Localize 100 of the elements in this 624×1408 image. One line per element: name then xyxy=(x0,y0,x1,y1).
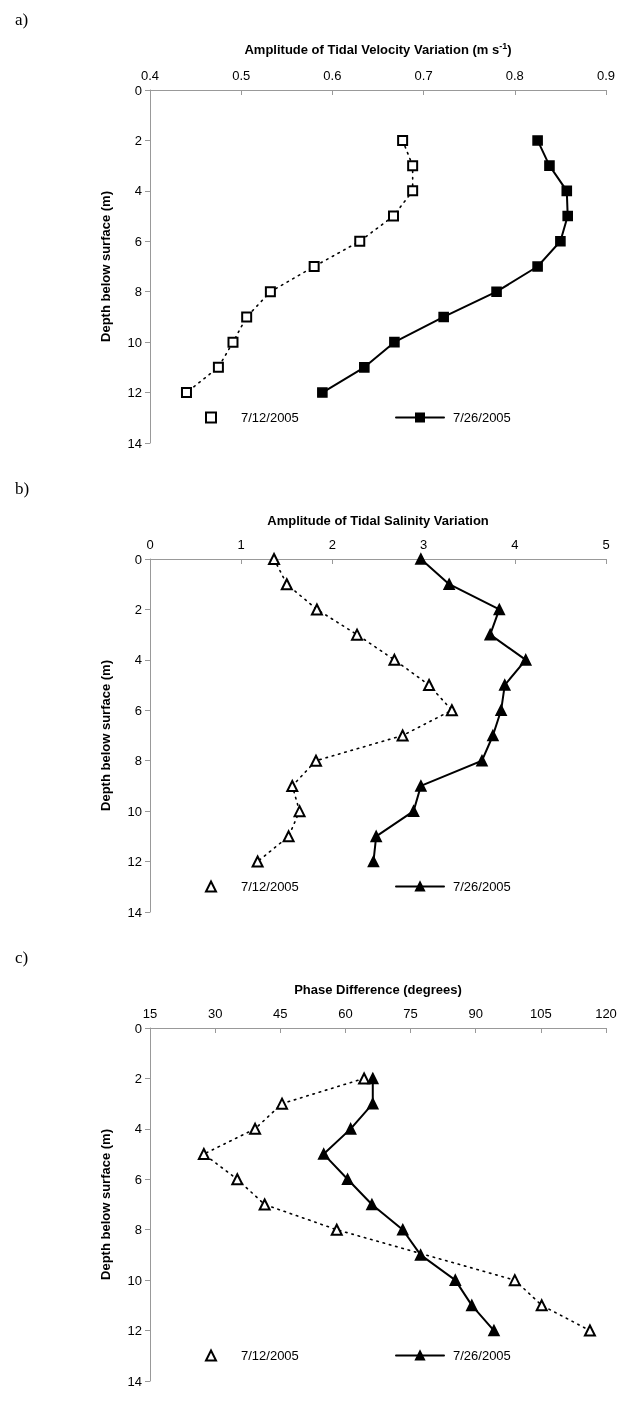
point xyxy=(414,1249,427,1261)
y-tick-label: 0 xyxy=(134,82,142,98)
point xyxy=(308,261,320,272)
point xyxy=(407,805,420,817)
x-tick-label: 0.6 xyxy=(323,68,342,83)
point xyxy=(544,160,555,171)
point xyxy=(359,362,370,373)
legend-label: 7/12/2005 xyxy=(241,879,299,894)
point xyxy=(344,1123,357,1135)
x-tick-label: 5 xyxy=(602,537,610,552)
point xyxy=(535,1299,548,1312)
x-axis-title: Amplitude of Tidal Salinity Variation xyxy=(267,513,489,528)
y-tick-label: 6 xyxy=(134,1171,142,1187)
chart-title: b) xyxy=(15,479,30,498)
point xyxy=(476,754,488,767)
x-axis-title: Phase Difference (degrees) xyxy=(294,982,462,997)
point xyxy=(354,235,366,247)
point xyxy=(212,361,224,373)
point xyxy=(488,1324,500,1337)
point xyxy=(358,1072,371,1085)
y-tick-label: 4 xyxy=(134,652,142,668)
point xyxy=(498,679,511,691)
point xyxy=(366,1072,379,1085)
x-tick-label: 0.7 xyxy=(414,68,433,83)
point xyxy=(258,1198,271,1211)
point xyxy=(241,311,253,323)
point xyxy=(491,286,502,298)
point xyxy=(484,628,496,641)
x-tick-label: 75 xyxy=(403,1006,418,1021)
point xyxy=(487,729,499,742)
x-tick-label: 0.8 xyxy=(505,68,524,83)
legend-label: 7/26/2005 xyxy=(453,410,511,425)
y-tick-label: 12 xyxy=(127,385,142,401)
point xyxy=(493,603,506,616)
point xyxy=(415,780,427,792)
point xyxy=(415,553,427,565)
y-tick-label: 14 xyxy=(127,1373,142,1389)
point xyxy=(351,628,364,641)
point xyxy=(231,1173,244,1186)
point xyxy=(466,1299,478,1312)
y-axis-title: Depth below surface (m) xyxy=(98,1129,113,1280)
point xyxy=(532,261,543,272)
x-tick-label: 4 xyxy=(511,537,519,552)
legend-label: 7/26/2005 xyxy=(453,879,511,894)
chart-title: c) xyxy=(15,948,29,967)
y-tick-label: 12 xyxy=(127,1323,142,1339)
point xyxy=(366,1198,378,1211)
point xyxy=(366,1097,379,1110)
y-tick-label: 0 xyxy=(134,551,142,567)
point xyxy=(286,779,299,792)
point xyxy=(396,729,409,742)
x-tick-label: 0.9 xyxy=(596,68,616,83)
point xyxy=(310,603,323,616)
point xyxy=(317,387,328,398)
y-tick-label: 14 xyxy=(127,435,142,451)
x-tick-label: 30 xyxy=(207,1006,223,1021)
x-tick-label: 90 xyxy=(468,1006,483,1021)
y-axis-title: Depth below surface (m) xyxy=(98,660,113,811)
point xyxy=(561,185,573,197)
y-tick-label: 12 xyxy=(127,854,142,870)
y-tick-label: 2 xyxy=(134,1070,142,1086)
point xyxy=(227,336,239,348)
point xyxy=(396,1223,409,1236)
point xyxy=(276,1097,289,1110)
point xyxy=(251,855,264,868)
point xyxy=(367,855,380,868)
point xyxy=(443,578,455,591)
point xyxy=(388,653,401,666)
point xyxy=(389,336,400,348)
x-tick-label: 0.4 xyxy=(140,68,160,83)
x-tick-label: 45 xyxy=(273,1006,288,1021)
y-tick-label: 4 xyxy=(134,1121,142,1137)
point xyxy=(293,805,306,818)
y-axis-title: Depth below surface (m) xyxy=(98,191,113,342)
point xyxy=(583,1324,596,1337)
y-tick-label: 2 xyxy=(134,601,142,617)
x-tick-label: 60 xyxy=(338,1006,353,1021)
chart-title: a) xyxy=(15,10,29,29)
y-tick-label: 8 xyxy=(134,284,142,300)
point xyxy=(532,135,543,146)
point xyxy=(280,578,293,591)
point xyxy=(370,830,382,843)
point xyxy=(445,704,458,717)
x-tick-label: 15 xyxy=(142,1006,158,1021)
point xyxy=(495,704,507,717)
legend-label: 7/12/2005 xyxy=(241,1348,299,1363)
point xyxy=(249,1122,262,1135)
point xyxy=(282,830,295,843)
point xyxy=(519,654,532,666)
x-tick-label: 2 xyxy=(328,537,337,552)
point xyxy=(341,1173,354,1186)
y-tick-label: 8 xyxy=(134,753,142,769)
x-tick-label: 1 xyxy=(237,537,245,552)
point xyxy=(180,387,192,399)
legend-label: 7/26/2005 xyxy=(453,1348,511,1363)
legend-label: 7/12/2005 xyxy=(241,410,299,425)
y-tick-label: 6 xyxy=(134,702,142,718)
y-tick-label: 2 xyxy=(134,132,142,148)
y-tick-label: 10 xyxy=(127,803,142,819)
x-tick-label: 0.5 xyxy=(232,68,251,83)
